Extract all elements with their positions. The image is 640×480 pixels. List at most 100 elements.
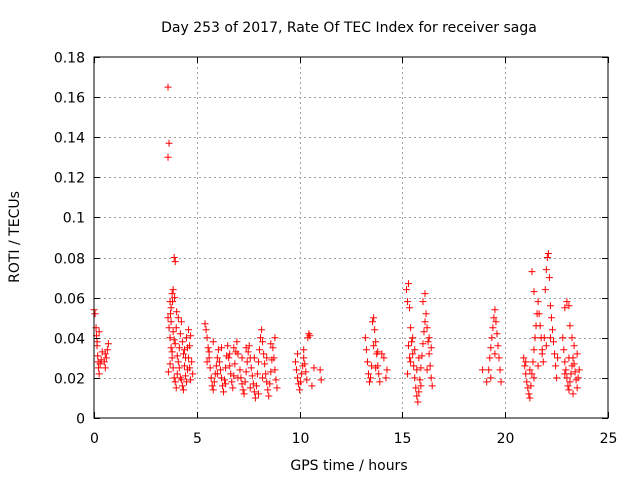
data-point [173,308,181,316]
data-point [225,354,233,362]
data-point [183,334,191,342]
data-point [520,354,528,362]
data-point [419,340,427,348]
data-point [229,384,237,392]
data-point [366,378,374,386]
data-point [264,386,272,394]
data-point [169,298,177,306]
data-point [262,370,270,378]
data-point [94,352,102,360]
data-point [372,364,380,372]
data-point [548,326,556,334]
data-point [565,302,573,310]
data-point [495,354,503,362]
data-point [248,372,256,380]
data-point [91,310,99,318]
data-point [410,362,418,370]
data-point [530,346,538,354]
data-point [93,338,101,346]
data-point [170,374,178,382]
x-tick-label: 0 [90,431,99,447]
data-point [272,376,280,384]
data-point [300,354,308,362]
data-point [269,344,277,352]
data-point [413,392,421,400]
data-point [380,354,388,362]
data-point [303,376,311,384]
data-point [427,374,435,382]
data-point [485,366,493,374]
data-point [201,320,209,328]
data-point [317,376,325,384]
data-point [301,360,309,368]
data-point [566,378,574,386]
data-point [300,346,308,354]
data-point [404,298,412,306]
data-point [177,318,185,326]
tick-labels: 0 0.02 0.04 0.06 0.08 0.1 0.12 0.14 0.16 0.18 0 5 10… [54,51,618,448]
data-point [172,324,180,332]
data-point [271,334,279,342]
data-point [570,342,578,350]
data-point [412,384,420,392]
data-point [296,386,304,394]
data-point [254,390,262,398]
data-point [561,370,569,378]
data-point [183,378,191,386]
data-point [267,340,275,348]
data-point [293,366,301,374]
data-point [523,378,531,386]
data-point [376,378,384,386]
data-point [542,266,550,274]
y-tick-label: 0.04 [54,332,85,348]
data-point [213,354,221,362]
data-point [103,346,111,354]
data-point [220,388,228,396]
y-tick-label: 0 [76,412,85,428]
y-axis-label: ROTI / TECUs [7,191,23,283]
data-point [563,298,571,306]
data-point [165,324,173,332]
data-point [259,338,267,346]
data-point [421,290,429,298]
data-point [521,362,529,370]
data-point [294,374,302,382]
data-point [566,322,574,330]
data-point [370,342,378,350]
data-point [554,354,562,362]
data-point [569,390,577,398]
data-point [184,344,192,352]
data-point [168,348,176,356]
data-point [171,340,179,348]
data-point [171,258,179,266]
data-point [491,306,499,314]
data-point [573,350,581,358]
data-point [265,392,273,400]
data-point [241,378,249,386]
data-point [361,334,369,342]
data-point [186,364,194,372]
data-point [409,334,417,342]
data-point [534,362,542,370]
data-point [416,376,424,384]
data-point [224,342,232,350]
data-point [176,330,184,338]
data-point [168,354,176,362]
data-point [187,332,195,340]
data-point [415,388,423,396]
data-point [494,342,502,350]
y-tick-label: 0.18 [54,51,85,67]
data-point [202,326,210,334]
data-point [417,382,425,390]
data-point [575,366,583,374]
data-point [234,350,242,358]
data-point [246,384,254,392]
data-point [428,382,436,390]
y-tick-label: 0.16 [54,91,85,107]
data-point [101,350,109,358]
data-point [563,374,571,382]
data-point [407,324,415,332]
data-point [167,318,175,326]
data-point [561,358,569,366]
